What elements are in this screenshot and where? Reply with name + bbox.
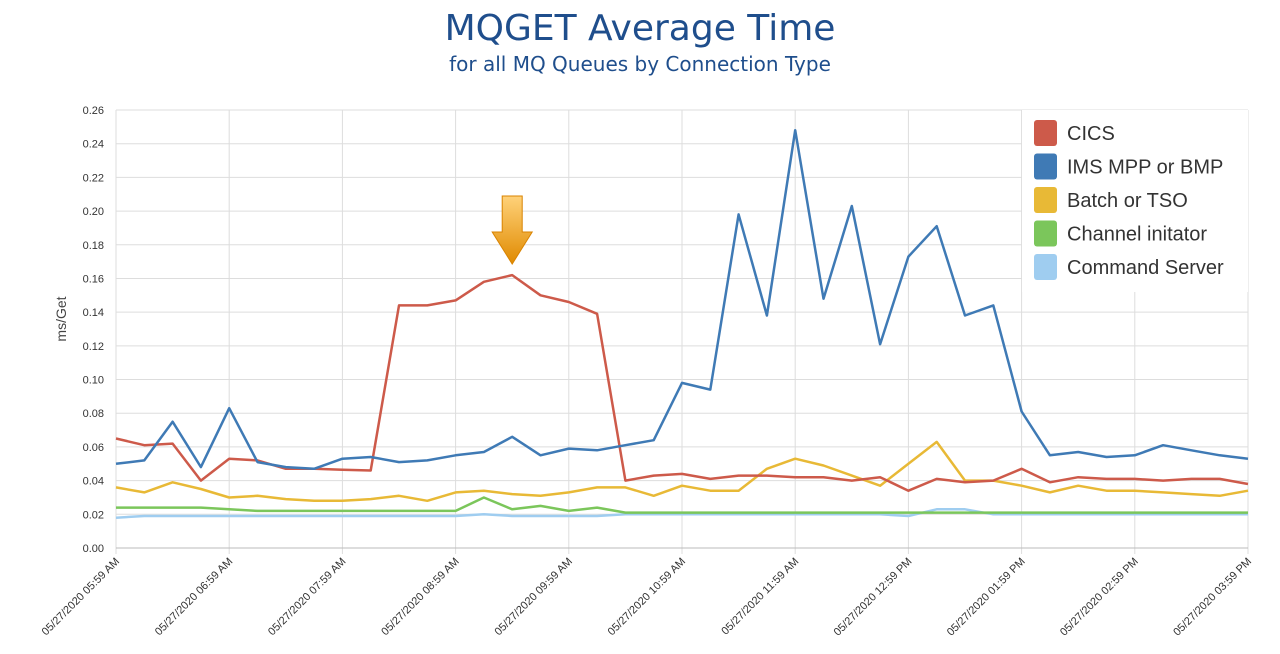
y-tick-label: 0.04 bbox=[83, 476, 104, 488]
y-tick-label: 0.22 bbox=[83, 172, 104, 184]
legend-swatch bbox=[1034, 220, 1057, 247]
series-line-ims-mpp-or-bmp bbox=[115, 128, 1249, 471]
chart-title: MQGET Average Time bbox=[444, 8, 836, 49]
y-tick-label: 0.24 bbox=[83, 139, 104, 151]
legend-swatch bbox=[1034, 187, 1057, 213]
chart-subtitle: for all MQ Queues by Connection Type bbox=[449, 52, 831, 76]
x-tick-label: 05/27/2020 09:59 AM bbox=[492, 556, 574, 638]
y-axis: 0.00 0.02 0.04 0.06 0.08 0.10 0.12 0.14 0.16 0.18… bbox=[83, 105, 104, 555]
series-line-command-server bbox=[115, 508, 1248, 519]
down-arrow-icon bbox=[491, 195, 534, 265]
y-tick-label: 0.10 bbox=[83, 375, 104, 387]
y-tick-label: 0.06 bbox=[83, 442, 104, 454]
y-tick-label: 0.18 bbox=[83, 240, 104, 252]
series-line-channel-initator bbox=[116, 496, 1248, 514]
y-tick-label: 0.12 bbox=[83, 341, 104, 353]
legend-swatch bbox=[1034, 153, 1057, 180]
x-tick-label: 05/27/2020 07:59 AM bbox=[266, 556, 348, 638]
x-tick-label: 05/27/2020 08:59 AM bbox=[379, 556, 461, 638]
x-tick-label: 05/27/2020 02:59 PM bbox=[1058, 556, 1141, 639]
y-tick-label: 0.20 bbox=[83, 206, 104, 218]
x-tick-label: 05/27/2020 05:59 AM bbox=[40, 556, 122, 638]
y-tick-label: 0.08 bbox=[83, 408, 104, 420]
x-tick-label: 05/27/2020 11:59 AM bbox=[719, 556, 801, 638]
x-tick-label: 05/27/2020 03:59 PM bbox=[1171, 556, 1254, 639]
legend-label: Channel initator bbox=[1067, 224, 1207, 246]
x-tick-label: 05/27/2020 10:59 AM bbox=[606, 556, 688, 638]
legend-label: Command Server bbox=[1067, 257, 1224, 279]
legend-background bbox=[1022, 110, 1248, 292]
legend-label: CICS bbox=[1067, 123, 1115, 145]
x-tick-label: 05/27/2020 01:59 PM bbox=[945, 556, 1028, 639]
x-axis: 05/27/2020 05:59 AM 05/27/2020 06:59 AM 05… bbox=[40, 556, 1254, 639]
y-tick-label: 0.16 bbox=[83, 273, 104, 285]
legend-swatch bbox=[1034, 254, 1057, 280]
y-axis-label: ms/Get bbox=[53, 296, 69, 341]
grid-lines bbox=[115, 109, 1249, 554]
series-lines bbox=[115, 128, 1249, 519]
y-tick-label: 0.02 bbox=[83, 509, 104, 521]
y-tick-label: 0.26 bbox=[83, 105, 104, 117]
legend-swatch bbox=[1034, 120, 1057, 146]
x-tick-label: 05/27/2020 12:59 PM bbox=[832, 556, 915, 639]
legend: CICS IMS MPP or BMP Batch or TSO Channel in… bbox=[1022, 110, 1248, 292]
legend-label: Batch or TSO bbox=[1067, 190, 1188, 212]
y-tick-label: 0.00 bbox=[83, 543, 104, 555]
series-line-batch-or-tso bbox=[115, 440, 1249, 503]
y-tick-label: 0.14 bbox=[83, 307, 104, 319]
annotation-layer bbox=[491, 195, 534, 265]
legend-label: IMS MPP or BMP bbox=[1067, 157, 1223, 179]
x-tick-label: 05/27/2020 06:59 AM bbox=[153, 556, 235, 638]
